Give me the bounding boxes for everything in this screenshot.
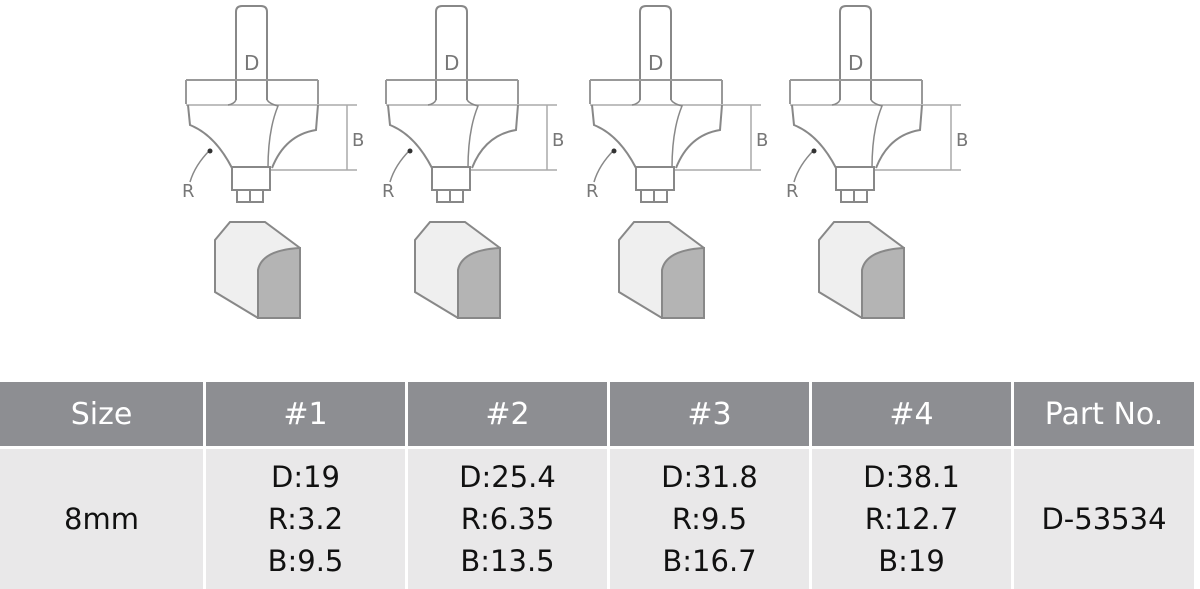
cell-1: D:19 R:3.2 B:9.5 <box>206 449 405 589</box>
value-r: R:6.35 <box>460 502 555 536</box>
label-r: R <box>382 181 395 202</box>
diagram-1: D B R <box>182 5 364 319</box>
header-row: Size #1 #2 #3 #4 Part No. <box>0 382 1194 449</box>
value-d: D:38.1 <box>863 460 960 494</box>
router-bit-drawing <box>385 5 558 319</box>
value-r: R:9.5 <box>671 502 748 536</box>
label-b: B <box>756 130 768 151</box>
value-r: R:3.2 <box>267 502 344 536</box>
cell-size: 8mm <box>0 449 203 589</box>
router-bit-diagrams: D B R D B R D B R D B R <box>182 5 968 319</box>
cell-3: D:31.8 R:9.5 B:16.7 <box>610 449 809 589</box>
diagram-2: D B R <box>382 5 564 319</box>
label-b: B <box>552 130 564 151</box>
value-b: B:9.5 <box>267 544 344 578</box>
value-d: D:31.8 <box>661 460 758 494</box>
header-3: #3 <box>610 382 809 449</box>
cell-4: D:38.1 R:12.7 B:19 <box>812 449 1011 589</box>
header-2: #2 <box>408 382 607 449</box>
label-d: D <box>244 51 259 75</box>
table-row: 8mm D:19 R:3.2 B:9.5 D:25.4 R:6.35 B:13.… <box>0 449 1194 589</box>
router-bit-drawing <box>589 5 762 319</box>
label-b: B <box>956 130 968 151</box>
value-d: D:25.4 <box>459 460 556 494</box>
label-r: R <box>786 181 799 202</box>
value-d: D:19 <box>270 460 340 494</box>
header-size: Size <box>0 382 203 449</box>
value-b: B:13.5 <box>460 544 555 578</box>
value-b: B:16.7 <box>662 544 757 578</box>
label-d: D <box>444 51 459 75</box>
header-part-no: Part No. <box>1014 382 1194 449</box>
router-bit-drawing <box>185 5 358 319</box>
diagram-3: D B R <box>586 5 768 319</box>
cell-2: D:25.4 R:6.35 B:13.5 <box>408 449 607 589</box>
label-r: R <box>182 181 195 202</box>
label-d: D <box>848 51 863 75</box>
value-b: B:19 <box>878 544 945 578</box>
label-b: B <box>352 130 364 151</box>
header-4: #4 <box>812 382 1011 449</box>
label-r: R <box>586 181 599 202</box>
header-1: #1 <box>206 382 405 449</box>
router-bit-drawing <box>789 5 962 319</box>
value-r: R:12.7 <box>864 502 959 536</box>
diagram-4: D B R <box>786 5 968 319</box>
cell-part-no: D-53534 <box>1014 449 1194 589</box>
label-d: D <box>648 51 663 75</box>
spec-table: Size #1 #2 #3 #4 Part No. 8mm D:19 R:3.2… <box>0 382 1197 589</box>
